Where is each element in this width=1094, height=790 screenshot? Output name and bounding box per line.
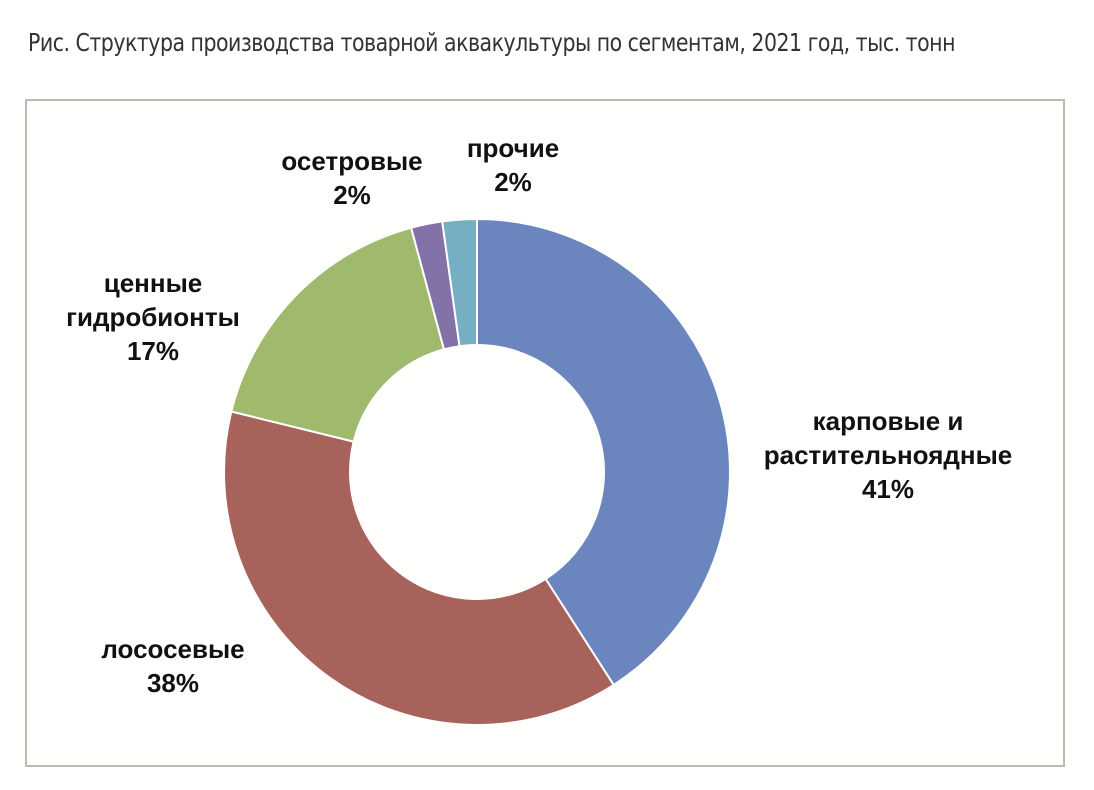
percent-label-cennye: 17% [127, 336, 179, 366]
percent-label-prochie: 2% [494, 167, 532, 197]
slice-labels: карповые и растительноядные 41% лососевые 38… [66, 133, 1012, 698]
figure-caption: Рис. Структура производства товарной акв… [28, 28, 955, 57]
donut-slices [223, 217, 731, 726]
category-label-karpovye: карповые и [813, 406, 964, 436]
slice-cennye [230, 226, 446, 443]
percent-label-lososevye: 38% [147, 668, 199, 698]
category-label-osetrovye: осетровые [281, 146, 422, 176]
category-label-karpovye: растительноядные [764, 440, 1013, 470]
category-label-prochie: прочие [467, 133, 559, 163]
percent-label-osetrovye: 2% [333, 180, 371, 210]
slice-prochie [441, 217, 478, 348]
category-label-cennye: гидробионты [66, 302, 240, 332]
percent-label-karpovye: 41% [862, 474, 914, 504]
category-label-cennye: ценные [104, 268, 203, 298]
slice-karpovye [476, 217, 731, 687]
category-label-lososevye: лососевые [101, 634, 244, 664]
slice-lososevye [223, 410, 616, 726]
